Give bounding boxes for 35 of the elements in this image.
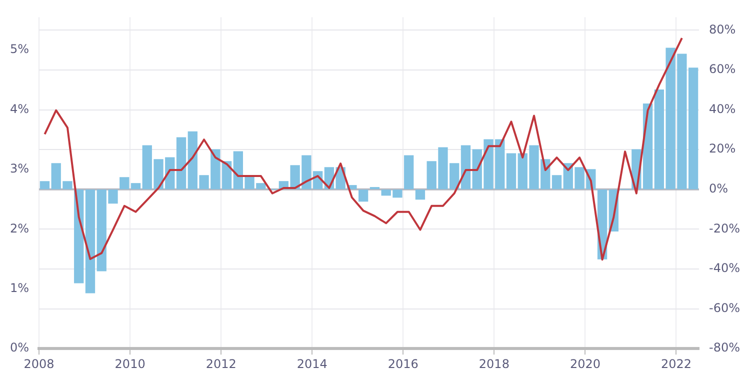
bar <box>40 181 50 190</box>
y-tick-label: 5% <box>10 42 30 56</box>
y-tick-label: 1% <box>10 281 30 296</box>
x-tick-label: 2014 <box>296 356 328 371</box>
bar <box>415 190 426 200</box>
x-tick-label: 2016 <box>388 356 418 371</box>
bar <box>460 145 471 190</box>
y2-tick-label: 20% <box>709 142 736 156</box>
bar <box>506 153 516 190</box>
bar <box>130 183 141 190</box>
y2-tick-label: 80% <box>709 22 736 36</box>
y2-tick-label: -20% <box>709 221 740 236</box>
y-tick-label: 4% <box>10 102 30 116</box>
x-tick-label: 2022 <box>660 356 692 371</box>
y-tick-label: 3% <box>10 162 30 176</box>
bar <box>85 190 96 294</box>
x-tick-label: 2018 <box>478 356 510 371</box>
y2-tick-label: -60% <box>709 300 740 315</box>
bar <box>552 175 562 190</box>
y2-tick-label: 40% <box>709 102 736 116</box>
y-tick-label: 0% <box>10 340 30 355</box>
y-tick-label: 2% <box>10 221 30 236</box>
bar <box>222 161 232 190</box>
bar <box>358 190 368 202</box>
x-tick-label: 2012 <box>206 356 236 371</box>
y2-tick-label: 60% <box>709 62 736 76</box>
x-tick-label: 2008 <box>24 356 54 371</box>
bar <box>120 177 130 190</box>
bar <box>176 137 186 190</box>
y2-tick-label: 0% <box>709 181 728 196</box>
x-tick-label: 2020 <box>570 356 600 371</box>
x-tick-label: 2010 <box>114 356 146 371</box>
y2-tick-label: -80% <box>709 340 740 355</box>
y2-tick-label: -40% <box>709 261 740 276</box>
bar <box>404 155 414 190</box>
